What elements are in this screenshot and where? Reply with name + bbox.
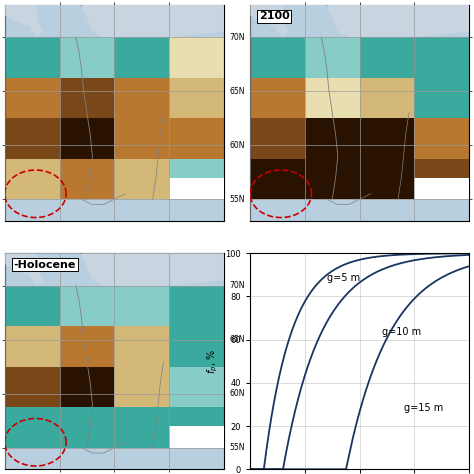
Text: 2100: 2100 xyxy=(259,11,290,21)
Bar xyxy=(169,407,224,447)
Bar xyxy=(5,286,60,326)
Bar xyxy=(250,118,305,159)
Text: 65N: 65N xyxy=(229,335,245,344)
Bar xyxy=(5,366,60,407)
Bar xyxy=(305,118,360,159)
Text: -Holocene: -Holocene xyxy=(13,260,76,270)
Bar xyxy=(360,118,414,159)
Bar xyxy=(60,366,114,407)
Polygon shape xyxy=(37,5,82,37)
Text: 70N: 70N xyxy=(229,33,245,42)
Text: 70N: 70N xyxy=(229,281,245,290)
Bar xyxy=(250,37,305,78)
Bar xyxy=(360,159,414,199)
Bar xyxy=(5,118,60,159)
Bar xyxy=(414,37,469,78)
Bar xyxy=(360,78,414,118)
Polygon shape xyxy=(27,21,43,37)
Bar xyxy=(114,366,169,407)
Bar xyxy=(250,159,305,199)
Polygon shape xyxy=(5,253,48,275)
Bar xyxy=(305,159,360,199)
Bar xyxy=(414,78,469,118)
Bar xyxy=(60,286,114,326)
Polygon shape xyxy=(283,5,327,37)
Polygon shape xyxy=(327,5,469,37)
Bar xyxy=(305,37,360,78)
Polygon shape xyxy=(37,253,82,286)
Bar xyxy=(169,326,224,366)
Bar xyxy=(114,159,169,199)
Text: 60N: 60N xyxy=(229,389,245,398)
Text: g=5 m: g=5 m xyxy=(327,273,360,283)
Bar xyxy=(114,286,169,326)
Bar xyxy=(169,286,224,326)
Bar xyxy=(114,407,169,447)
Bar xyxy=(60,37,114,78)
Bar xyxy=(305,78,360,118)
Polygon shape xyxy=(27,269,43,286)
Bar xyxy=(60,78,114,118)
Bar xyxy=(5,37,60,78)
Text: g=10 m: g=10 m xyxy=(382,328,421,337)
Bar xyxy=(169,118,224,159)
Polygon shape xyxy=(169,426,224,447)
Bar xyxy=(114,37,169,78)
Bar xyxy=(414,159,469,199)
Text: 55N: 55N xyxy=(229,195,245,204)
Polygon shape xyxy=(82,253,224,286)
Text: 55N: 55N xyxy=(229,443,245,452)
Bar xyxy=(60,118,114,159)
Bar xyxy=(360,37,414,78)
Y-axis label: $f_p$, %: $f_p$, % xyxy=(205,349,220,374)
Polygon shape xyxy=(5,5,48,27)
Bar xyxy=(5,78,60,118)
Polygon shape xyxy=(169,178,224,199)
Text: 65N: 65N xyxy=(229,87,245,96)
Bar xyxy=(5,326,60,366)
Text: 60N: 60N xyxy=(229,141,245,150)
Polygon shape xyxy=(272,21,289,37)
Bar xyxy=(169,37,224,78)
Bar xyxy=(114,78,169,118)
Bar xyxy=(60,407,114,447)
Bar xyxy=(169,159,224,199)
Bar xyxy=(5,159,60,199)
Bar xyxy=(60,159,114,199)
Bar xyxy=(5,407,60,447)
Polygon shape xyxy=(250,5,294,27)
Polygon shape xyxy=(82,5,224,37)
Bar xyxy=(169,78,224,118)
Polygon shape xyxy=(414,178,469,199)
Bar xyxy=(60,326,114,366)
Bar xyxy=(114,326,169,366)
Bar xyxy=(414,118,469,159)
Bar xyxy=(250,78,305,118)
Bar xyxy=(169,366,224,407)
Bar xyxy=(114,118,169,159)
Text: g=15 m: g=15 m xyxy=(403,403,443,413)
